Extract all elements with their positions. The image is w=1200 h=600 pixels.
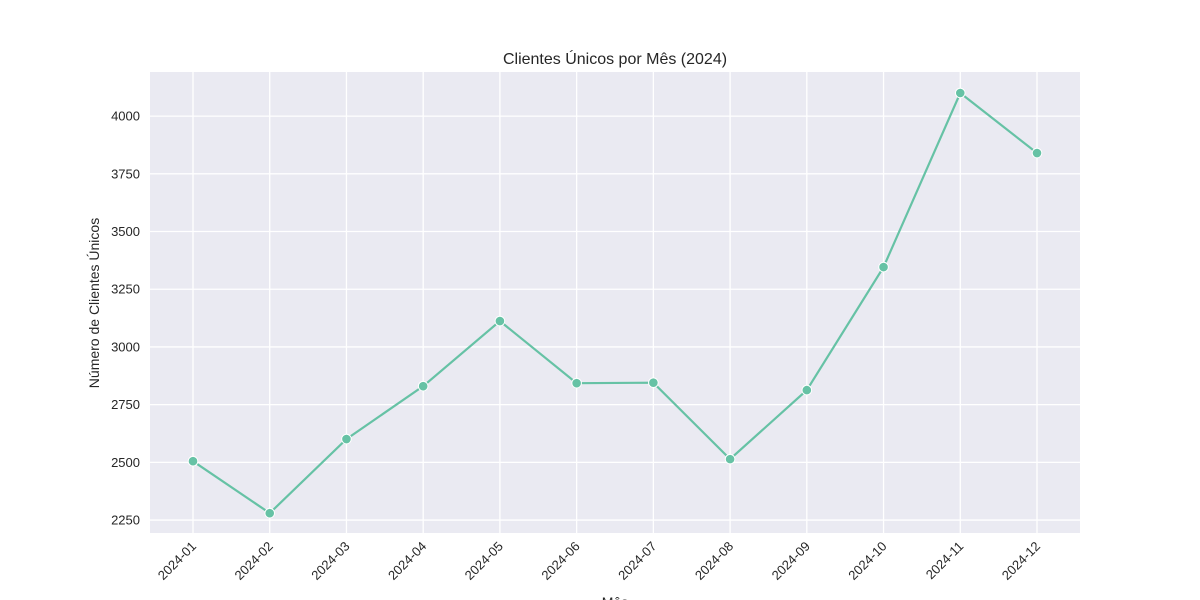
- y-tick-label: 3500: [111, 224, 140, 239]
- point: [648, 377, 659, 389]
- x-tick-label: 2024-12: [999, 539, 1043, 583]
- x-tick-label: 2024-06: [538, 539, 582, 583]
- x-tick-label: 2024-10: [845, 539, 889, 583]
- plot-area: [150, 72, 1080, 533]
- x-tick-label: 2024-07: [615, 539, 659, 583]
- line: [192, 91, 1038, 515]
- x-tick-label: 2024-01: [155, 539, 199, 583]
- point: [801, 384, 813, 396]
- point: [878, 261, 889, 273]
- y-tick-label: 3000: [111, 339, 140, 354]
- x-tick-label: 2024-08: [692, 539, 736, 583]
- point: [954, 87, 966, 99]
- point: [264, 507, 276, 519]
- x-tick-label: 2024-11: [923, 539, 967, 583]
- y-tick-label: 4000: [111, 109, 140, 124]
- point: [341, 433, 352, 445]
- point: [417, 380, 429, 392]
- point: [571, 377, 582, 389]
- x-tick-label: 2024-09: [769, 539, 813, 583]
- y-tick-label: 3250: [111, 282, 140, 297]
- y-tick-label: 2750: [111, 397, 140, 412]
- y-tick-label: 2250: [111, 513, 140, 528]
- point: [724, 453, 736, 465]
- x-tick-label: 2024-03: [308, 539, 352, 583]
- x-axis-label: Mês: [602, 594, 628, 600]
- x-tick-label: 2024-04: [385, 539, 429, 583]
- x-tick-label: 2024-05: [462, 539, 506, 583]
- point: [494, 315, 506, 327]
- point: [1031, 147, 1043, 159]
- x-tick-label: 2024-02: [231, 539, 275, 583]
- y-axis-label: Número de Clientes Únicos: [86, 218, 102, 388]
- y-tick-label: 2500: [111, 455, 140, 470]
- point: [187, 455, 199, 467]
- chart-title: Clientes Únicos por Mês (2024): [503, 49, 727, 68]
- y-tick-label: 3750: [111, 166, 140, 181]
